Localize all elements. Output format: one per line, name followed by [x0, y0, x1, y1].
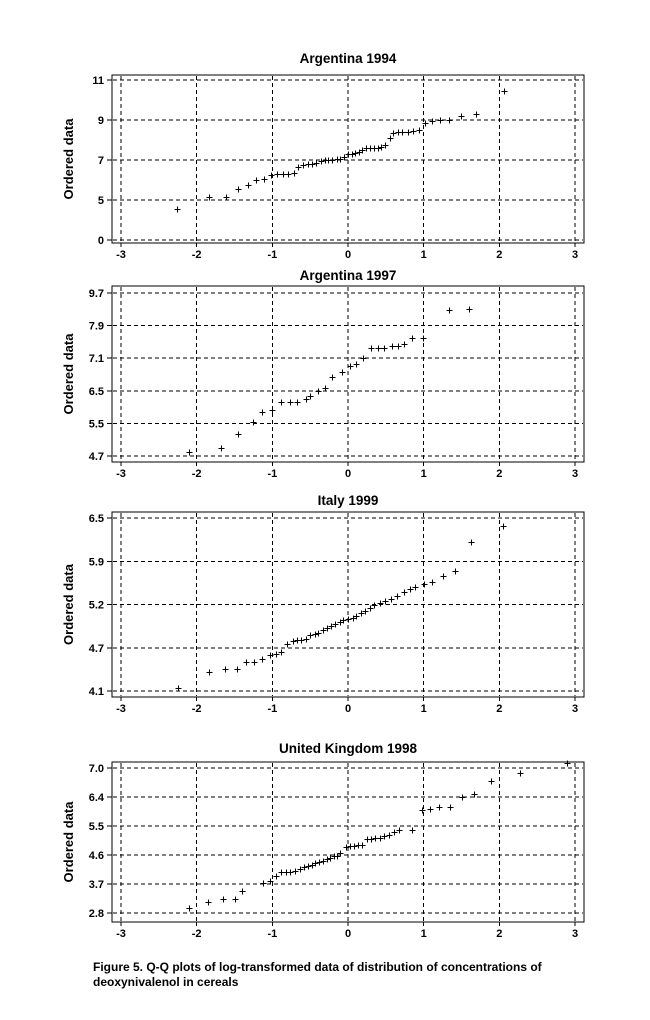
data-point-markers [186, 306, 473, 456]
x-tick-label: -2 [192, 928, 202, 940]
y-tick-label: 2.8 [89, 908, 104, 920]
y-tick-label: 4.6 [89, 850, 104, 862]
x-tick-label: -2 [192, 249, 202, 261]
y-tick-label: 7.0 [89, 763, 104, 775]
y-tick-label: 5.2 [89, 600, 104, 612]
x-tick-label: 2 [496, 703, 502, 715]
figure-caption: Figure 5. Q-Q plots of log-transformed d… [93, 960, 613, 990]
y-tick-label: 5.5 [89, 418, 104, 430]
y-tick-label: 11 [92, 75, 104, 87]
x-tick-label: 0 [345, 468, 351, 480]
data-point-markers [174, 88, 508, 213]
x-tick-label: 3 [572, 468, 578, 480]
x-tick-label: 2 [496, 249, 502, 261]
qq-plot-italy-1999: Italy 1999 Ordered data 4.1 4.7 5.2 5.9 6.5 -3 -… [61, 493, 585, 715]
x-tick-label: 1 [421, 928, 427, 940]
x-tick-label: 2 [496, 928, 502, 940]
y-tick-label: 4.7 [89, 451, 104, 463]
plot-title: United Kingdom 1998 [279, 741, 418, 756]
y-tick-label: 7 [98, 155, 104, 167]
x-tick-label: 3 [572, 249, 578, 261]
plot-title: Italy 1999 [318, 493, 379, 508]
y-axis-label: Ordered data [61, 801, 76, 883]
qq-plot-argentina-1994: Argentina 1994 Ordered data 0 5 7 9 11 -3 -2 -1 0 1… [61, 51, 585, 261]
qq-plot-united-kingdom-1998: United Kingdom 1998 Ordered data 2.8 3.7 4.6… [61, 741, 585, 940]
plot-title: Argentina 1997 [300, 268, 397, 283]
x-tick-label: -3 [116, 703, 126, 715]
y-axis-label: Ordered data [61, 118, 76, 200]
y-tick-label: 5 [98, 195, 104, 207]
y-tick-label: 9 [98, 115, 104, 127]
y-tick-label: 4.7 [89, 643, 104, 655]
y-tick-label: 6.4 [89, 792, 105, 804]
y-tick-label: 3.7 [89, 879, 104, 891]
y-axis-label: Ordered data [61, 333, 76, 415]
y-tick-label: 7.1 [89, 353, 104, 365]
y-axis-label: Ordered data [61, 563, 76, 645]
x-tick-label: 0 [345, 928, 351, 940]
x-tick-label: -3 [116, 468, 126, 480]
qq-plot-argentina-1997: Argentina 1997 Ordered data 4.7 5.5 6.5 7.1 7.… [61, 268, 585, 480]
y-tick-label: 6.5 [89, 386, 104, 398]
data-point-markers [175, 523, 507, 692]
y-tick-label: 9.7 [89, 288, 104, 300]
figure-caption-line-1: Figure 5. Q-Q plots of log-transformed d… [93, 960, 542, 974]
data-point-markers [186, 760, 571, 912]
x-tick-label: 1 [421, 703, 427, 715]
x-tick-label: -1 [267, 928, 277, 940]
x-tick-label: 3 [572, 703, 578, 715]
plot-title: Argentina 1994 [300, 51, 397, 66]
x-tick-label: 3 [572, 928, 578, 940]
y-tick-label: 5.5 [89, 821, 104, 833]
y-tick-label: 4.1 [89, 686, 104, 698]
y-tick-label: 6.5 [89, 513, 104, 525]
x-tick-label: 2 [496, 468, 502, 480]
figure-caption-line-2: deoxynivalenol in cereals [93, 975, 239, 989]
y-tick-label: 0 [98, 235, 104, 247]
x-tick-label: 1 [421, 249, 427, 261]
x-tick-label: -1 [267, 703, 277, 715]
x-tick-label: -3 [116, 249, 126, 261]
x-tick-label: 0 [345, 249, 351, 261]
y-tick-label: 5.9 [89, 556, 104, 568]
x-tick-label: -1 [267, 468, 277, 480]
x-tick-label: -2 [192, 703, 202, 715]
x-tick-label: 0 [345, 703, 351, 715]
x-tick-label: -1 [267, 249, 277, 261]
y-tick-label: 7.9 [89, 321, 104, 333]
x-tick-label: -2 [192, 468, 202, 480]
x-tick-label: 1 [421, 468, 427, 480]
x-tick-label: -3 [116, 928, 126, 940]
